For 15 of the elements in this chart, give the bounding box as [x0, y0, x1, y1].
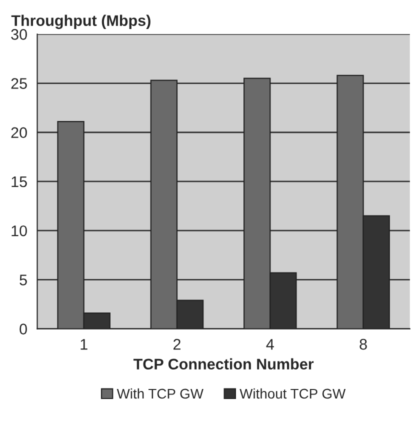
y-axis-title: Throughput (Mbps)	[11, 14, 150, 30]
x-axis-title: TCP Connection Number	[133, 358, 314, 370]
x-tick-label: 1	[80, 339, 88, 350]
legend-label: With TCP GW	[116, 388, 204, 399]
y-tick-label: 15	[12, 176, 27, 188]
y-tick-label: 30	[11, 29, 27, 40]
y-tick-label: 0	[20, 324, 27, 334]
x-tick-label: 4	[266, 339, 274, 350]
y-tick-label: 20	[11, 127, 27, 138]
y-tick-label: 25	[11, 78, 27, 89]
y-tick-label: 10	[12, 225, 27, 236]
legend-label: Without TCP GW	[240, 388, 346, 399]
x-tick-label: 2	[174, 338, 180, 350]
y-tick-label: 5	[20, 274, 27, 286]
x-tick-label: 8	[360, 338, 367, 350]
